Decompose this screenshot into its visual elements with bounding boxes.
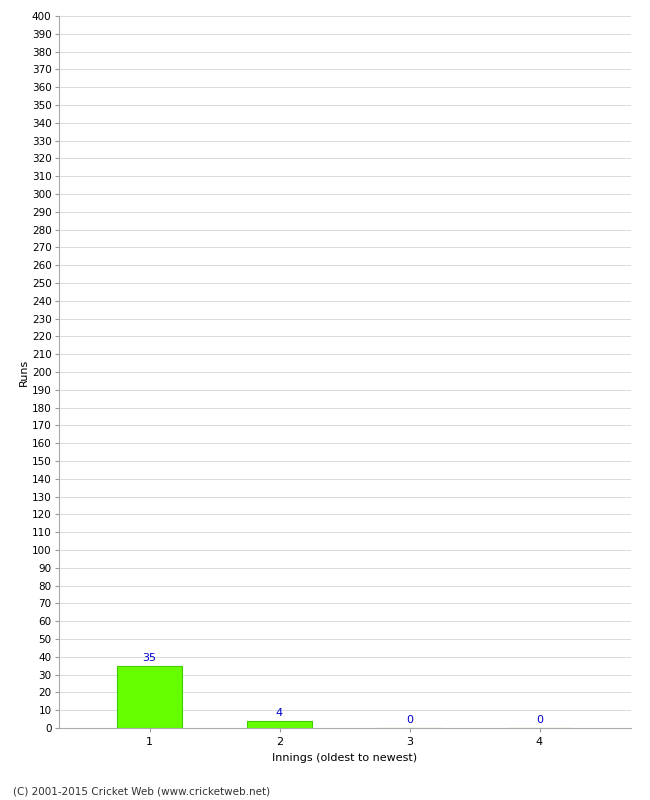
Text: 35: 35: [142, 653, 157, 663]
Y-axis label: Runs: Runs: [19, 358, 29, 386]
Bar: [247, 721, 312, 728]
X-axis label: Innings (oldest to newest): Innings (oldest to newest): [272, 753, 417, 762]
Text: 0: 0: [536, 715, 543, 726]
Bar: [117, 666, 182, 728]
Text: (C) 2001-2015 Cricket Web (www.cricketweb.net): (C) 2001-2015 Cricket Web (www.cricketwe…: [13, 786, 270, 796]
Text: 4: 4: [276, 708, 283, 718]
Text: 0: 0: [406, 715, 413, 726]
